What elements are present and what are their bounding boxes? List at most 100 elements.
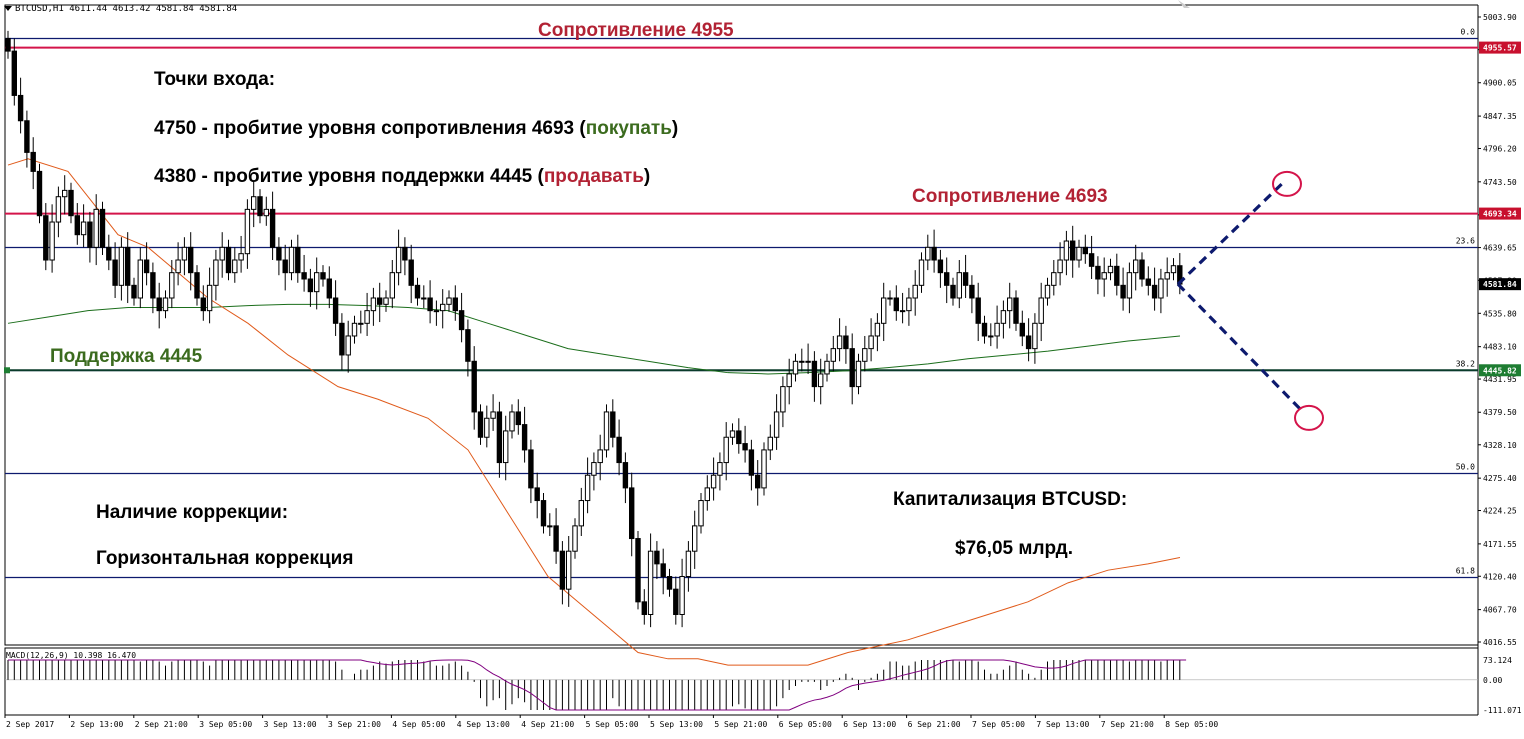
candle-bear [521, 424, 528, 451]
candle-bear [414, 284, 421, 299]
target-circle-down [1294, 404, 1324, 431]
candle-bull [263, 208, 270, 217]
candle-bear [1070, 240, 1076, 261]
candle-bear [465, 329, 471, 362]
candle-bear [143, 259, 150, 274]
candle-bear [622, 462, 629, 489]
candle-bull [213, 259, 219, 286]
macd-label: MACD(12,26,9) 10.398 16.470 [6, 651, 137, 660]
candle-bull [1158, 278, 1164, 299]
price-badge-label: 4955.57 [1483, 44, 1517, 53]
time-tick-label: 6 Sep 13:00 [843, 720, 896, 729]
price-tick-label: 4067.70 [1483, 606, 1517, 615]
candle-bear [402, 246, 408, 261]
macd-signal-line [8, 659, 1187, 711]
candle-bear [559, 550, 566, 590]
entry-buy-line: 4750 - пробитие уровня сопротивления 469… [154, 118, 678, 140]
candle-bear [975, 297, 981, 324]
candle-bull [792, 360, 799, 375]
candle-bull [1076, 246, 1082, 261]
candle-bull [421, 297, 427, 300]
candle-bull [578, 500, 584, 527]
candle-bear [332, 297, 339, 324]
candle-bear [981, 322, 988, 337]
price-tick-label: 4796.20 [1483, 144, 1517, 153]
candle-bull [175, 259, 181, 274]
time-tick-label: 7 Sep 05:00 [972, 720, 1025, 729]
candle-bull [509, 411, 515, 432]
candle-bear [1145, 278, 1151, 286]
candle-bull [1126, 272, 1133, 299]
candle-bear [477, 411, 484, 438]
time-tick-label: 8 Sep 05:00 [1165, 720, 1218, 729]
candle-bear [11, 50, 18, 96]
chevron-down-icon[interactable] [4, 6, 12, 11]
candle-bull [786, 373, 792, 388]
candle-bear [610, 411, 616, 438]
candle-bull [710, 474, 717, 489]
candle-bear [553, 525, 559, 552]
candle-bull [584, 474, 591, 502]
price-tick-label: 4847.35 [1483, 112, 1517, 121]
time-tick-label: 5 Sep 05:00 [586, 720, 639, 729]
price-tick-label: 4275.40 [1483, 474, 1517, 483]
candle-bull [988, 335, 994, 338]
candle-bear [1082, 246, 1088, 255]
price-badge [1479, 41, 1521, 54]
fib-label: 38.2 [1456, 360, 1475, 369]
time-tick-label: 2 Sep 21:00 [135, 720, 188, 729]
candle-bear [742, 443, 748, 451]
macd-tick-label: -111.071 [1483, 706, 1522, 715]
candle-bear [377, 297, 383, 305]
candle-bull [679, 576, 685, 615]
candle-bull [314, 272, 320, 293]
price-tick-label: 4483.10 [1483, 343, 1517, 352]
candle-bull [351, 322, 358, 337]
fib-label: 61.8 [1456, 567, 1475, 576]
candle-bear [408, 259, 414, 286]
candle-bear [125, 246, 131, 286]
time-tick-label: 3 Sep 05:00 [199, 720, 252, 729]
candle-bear [736, 430, 742, 445]
candle-bear [112, 259, 118, 286]
candle-bull [93, 208, 99, 248]
price-tick-label: 4639.65 [1483, 244, 1517, 253]
candle-bull [251, 196, 257, 210]
candle-bull [547, 525, 553, 528]
time-tick-label: 2 Sep 13:00 [70, 720, 123, 729]
target-circle-up [1272, 170, 1302, 197]
candle-bull [137, 259, 144, 299]
candle-bull [830, 348, 836, 362]
macd-tick-label: 73.124 [1483, 656, 1512, 665]
candle-bull [887, 297, 893, 300]
candle-bear [1088, 253, 1095, 267]
candle-bull [912, 284, 918, 299]
candle-bull [698, 500, 704, 527]
candle-bear [937, 259, 944, 274]
candle-bear [629, 487, 635, 540]
candle-bull [370, 297, 377, 312]
candle-bear [950, 284, 956, 299]
price-tick-label: 4743.50 [1483, 178, 1517, 187]
time-tick-label: 5 Sep 21:00 [714, 720, 767, 729]
candle-bear [666, 576, 673, 590]
price-tick-label: 4171.55 [1483, 540, 1517, 549]
entry-sell-line: 4380 - пробитие уровня поддержки 4445 (п… [154, 166, 650, 188]
candle-bull [925, 246, 931, 261]
candle-bull [906, 297, 912, 312]
time-tick-label: 4 Sep 13:00 [457, 720, 510, 729]
candle-bull [717, 462, 723, 476]
candle-bear [1025, 335, 1032, 350]
macd-pane [4, 647, 1479, 716]
candle-bear [326, 278, 333, 299]
candle-bull [1133, 259, 1139, 274]
candle-bull [647, 550, 654, 615]
candle-bear [452, 297, 459, 312]
fib-label: 23.6 [1456, 237, 1475, 246]
candle-bear [616, 436, 622, 464]
candle-bull [862, 348, 868, 362]
candle-bear [5, 37, 11, 52]
candle-bull [238, 253, 244, 261]
candle-bear [30, 151, 36, 172]
